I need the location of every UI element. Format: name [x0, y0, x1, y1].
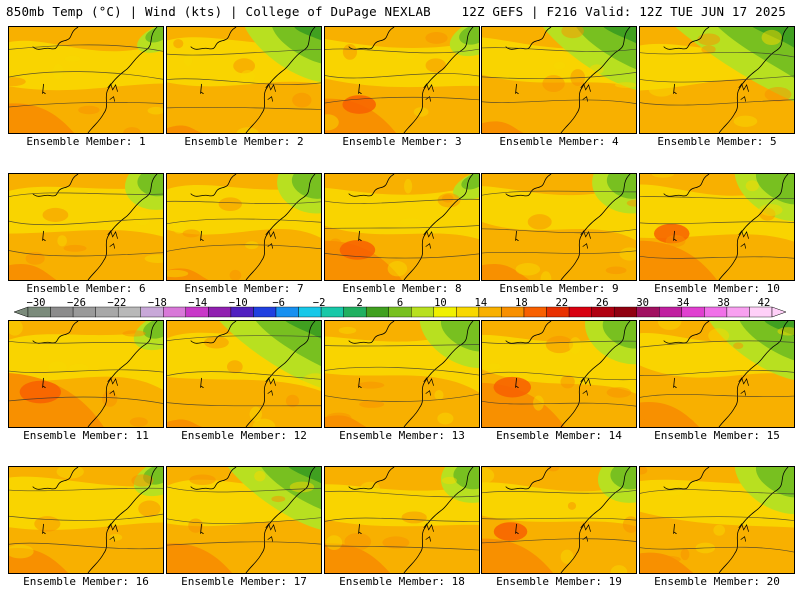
ensemble-member-map [481, 320, 637, 428]
ensemble-member-map [166, 26, 322, 134]
ensemble-member-map [324, 173, 480, 281]
ensemble-member-map [8, 173, 164, 281]
colorbar-tick-label: 34 [676, 297, 690, 309]
ensemble-member-label: Ensemble Member: 17 [181, 575, 307, 588]
colorbar-tick-label: −2 [312, 297, 326, 309]
colorbar-segment [613, 306, 637, 318]
ensemble-member-label: Ensemble Member: 4 [499, 135, 619, 148]
colorbar-segment [343, 306, 367, 318]
product-title: 850mb Temp (°C) | Wind (kts) | College o… [6, 4, 431, 19]
colorbar-tick-label: −30 [26, 297, 46, 309]
colorbar-segment [726, 306, 750, 318]
colorbar-tick-label: 26 [595, 297, 609, 309]
ensemble-member-label: Ensemble Member: 1 [26, 135, 146, 148]
ensemble-member-label: Ensemble Member: 16 [23, 575, 149, 588]
colorbar-tick-label: 18 [515, 297, 528, 309]
ensemble-member-label: Ensemble Member: 2 [184, 135, 304, 148]
colorbar-tick-label: −22 [107, 297, 127, 309]
ensemble-member-label: Ensemble Member: 7 [184, 282, 304, 295]
temperature-colorbar [14, 306, 786, 318]
colorbar-segment [568, 306, 592, 318]
ensemble-member-label: Ensemble Member: 10 [654, 282, 780, 295]
colorbar-tick-label: 30 [636, 297, 649, 309]
model-valid-time: 12Z GEFS | F216 Valid: 12Z TUE JUN 17 20… [461, 4, 786, 19]
colorbar-tick-label: −26 [66, 297, 86, 309]
ensemble-member-map [639, 466, 795, 574]
ensemble-member-map [324, 26, 480, 134]
ensemble-member-label: Ensemble Member: 18 [339, 575, 465, 588]
ensemble-member-map [8, 26, 164, 134]
colorbar-tick-label: −14 [188, 297, 208, 309]
ensemble-member-map [324, 320, 480, 428]
colorbar-tick-label: −10 [228, 297, 248, 309]
ensemble-member-map [481, 466, 637, 574]
ensemble-member-label: Ensemble Member: 9 [499, 282, 619, 295]
ensemble-member-map [166, 320, 322, 428]
ensemble-member-map [324, 466, 480, 574]
colorbar-tick-label: 10 [434, 297, 447, 309]
colorbar-segment [365, 306, 389, 318]
colorbar-tick-label: 2 [356, 297, 363, 309]
ensemble-member-label: Ensemble Member: 3 [342, 135, 462, 148]
ensemble-member-label: Ensemble Member: 8 [342, 282, 462, 295]
ensemble-member-map [639, 173, 795, 281]
ensemble-member-label: Ensemble Member: 13 [339, 429, 465, 442]
ensemble-member-label: Ensemble Member: 6 [26, 282, 146, 295]
colorbar-tick-label: 6 [396, 297, 404, 309]
ensemble-member-label: Ensemble Member: 14 [496, 429, 622, 442]
colorbar-max-arrow [771, 306, 786, 318]
ensemble-member-label: Ensemble Member: 20 [654, 575, 780, 588]
colorbar-tick-label: 22 [555, 297, 569, 309]
ensemble-member-map [639, 320, 795, 428]
ensemble-member-label: Ensemble Member: 15 [654, 429, 780, 442]
ensemble-member-map [639, 26, 795, 134]
ensemble-member-map [481, 26, 637, 134]
colorbar-segment [208, 306, 232, 318]
ensemble-member-map [8, 466, 164, 574]
colorbar-segment [411, 306, 435, 318]
ensemble-member-label: Ensemble Member: 12 [181, 429, 307, 442]
ensemble-member-map [166, 173, 322, 281]
colorbar-tick-label: −18 [147, 297, 167, 309]
ensemble-member-map [481, 173, 637, 281]
colorbar-tick-label: −6 [272, 297, 285, 309]
ensemble-member-map [166, 466, 322, 574]
colorbar-tick-label: 42 [757, 297, 771, 309]
colorbar-tick-label: 38 [717, 297, 730, 309]
ensemble-member-label: Ensemble Member: 11 [23, 429, 149, 442]
ensemble-member-label: Ensemble Member: 5 [657, 135, 777, 148]
colorbar-tick-label: 14 [474, 297, 488, 309]
ensemble-member-label: Ensemble Member: 19 [496, 575, 622, 588]
ensemble-member-map [8, 320, 164, 428]
